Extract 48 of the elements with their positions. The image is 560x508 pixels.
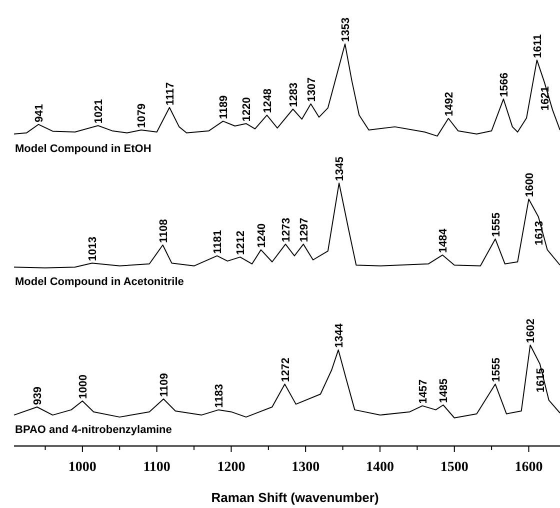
annotation: 939 [32,386,44,406]
series-label: Model Compound in Acetonitrile [15,276,184,288]
annotation: 1566 [498,72,510,98]
annotation: 1189 [218,95,230,120]
annotation: 1183 [214,384,226,408]
x-tick-label: 1600 [514,460,543,475]
annotation: 1283 [288,82,300,108]
x-tick-label: 1000 [68,460,96,475]
annotation: 1117 [164,82,176,106]
annotation: 1220 [241,97,254,122]
annotation: 1492 [443,92,456,116]
annotation: 1108 [158,219,170,243]
annotation: 1600 [524,172,536,198]
x-tick-label: 1100 [143,460,170,475]
annotation: 1212 [235,230,248,256]
annotation: 1555 [490,358,502,382]
annotation: 1615 [534,368,547,392]
annotation: 1109 [158,373,171,397]
annotation: 1345 [334,156,346,182]
x-tick-label: 1500 [440,460,468,475]
annotation: 1611 [532,34,544,58]
annotation: 1344 [333,322,346,348]
annotation: 1485 [438,378,450,403]
annotation: 1457 [417,379,430,404]
annotation: 1000 [77,374,90,399]
annotation: 1484 [437,228,450,254]
annotation: 1273 [280,218,293,242]
annotation: 1181 [212,230,224,254]
x-tick-label: 1200 [217,460,246,475]
series-label: BPAO and 4-nitrobenzylamine [15,424,172,436]
annotation: 1297 [298,218,310,242]
x-tick-label: 1400 [366,460,394,475]
annotation: 1621 [539,86,552,111]
annotation: 1240 [256,223,268,248]
annotation: 1021 [93,99,106,124]
annotation: 1555 [490,212,502,237]
x-tick-label: 1300 [292,460,320,475]
annotation: 1613 [533,220,546,246]
annotation: 1079 [136,104,148,128]
annotation: 1248 [262,88,274,114]
annotation: 941 [34,104,46,122]
annotation: 1272 [280,358,292,382]
annotation: 1013 [87,236,100,262]
annotation: 1307 [306,77,318,102]
series-label: Model Compound in EtOH [15,143,152,156]
x-axis-title: Raman Shift (wavenumber) [211,490,379,505]
annotation: 1353 [340,18,352,42]
annotation: 1602 [525,318,538,344]
